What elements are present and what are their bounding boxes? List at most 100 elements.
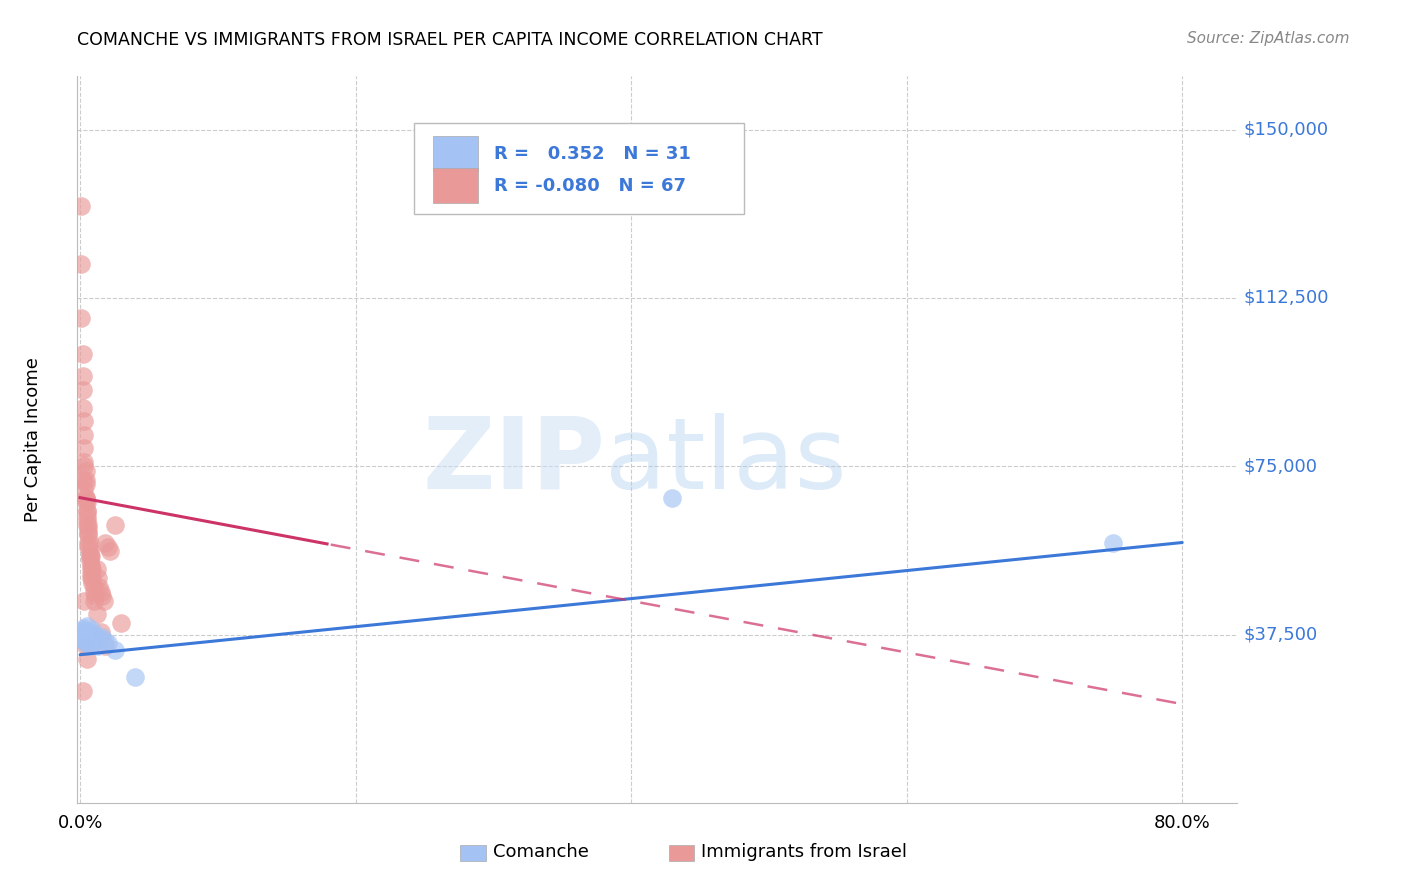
Point <box>91 590 114 604</box>
Point <box>75 625 97 640</box>
Point <box>75 495 97 509</box>
Point <box>124 670 146 684</box>
Point <box>82 623 104 637</box>
Point <box>83 594 105 608</box>
Point <box>75 491 97 505</box>
Point <box>75 464 97 478</box>
Point <box>72 623 94 637</box>
Point <box>73 442 96 456</box>
Point <box>73 621 96 635</box>
Text: Per Capita Income: Per Capita Income <box>24 357 42 522</box>
Point <box>77 627 100 641</box>
Point <box>75 491 97 505</box>
Point <box>94 535 117 549</box>
Point <box>77 517 100 532</box>
Point <box>83 585 105 599</box>
Point <box>72 683 94 698</box>
Text: ZIP: ZIP <box>422 413 605 509</box>
Point <box>76 652 98 666</box>
Point <box>83 627 105 641</box>
Point <box>77 540 100 554</box>
Point <box>76 618 98 632</box>
Point <box>73 482 96 496</box>
Point <box>72 347 94 361</box>
Point <box>83 634 105 648</box>
Point <box>83 581 105 595</box>
Point <box>73 594 96 608</box>
Point <box>70 311 93 326</box>
Point <box>77 522 100 536</box>
Point <box>76 504 98 518</box>
Point <box>73 455 96 469</box>
Point <box>90 632 112 646</box>
Point <box>79 625 101 640</box>
Point <box>75 473 97 487</box>
Point <box>80 630 103 644</box>
Point <box>75 636 97 650</box>
Point <box>73 459 96 474</box>
Point <box>91 630 114 644</box>
Point <box>77 526 100 541</box>
Point <box>75 639 97 653</box>
Point <box>93 594 115 608</box>
Text: $37,500: $37,500 <box>1243 625 1317 643</box>
Point <box>77 634 100 648</box>
Point <box>1102 535 1125 549</box>
Point <box>97 636 120 650</box>
Point <box>73 634 96 648</box>
Point <box>72 632 94 646</box>
Point <box>76 504 98 518</box>
Point <box>94 639 117 653</box>
Text: COMANCHE VS IMMIGRANTS FROM ISRAEL PER CAPITA INCOME CORRELATION CHART: COMANCHE VS IMMIGRANTS FROM ISRAEL PER C… <box>77 31 823 49</box>
Text: R = -0.080   N = 67: R = -0.080 N = 67 <box>494 177 686 194</box>
Point <box>86 607 108 622</box>
Point <box>80 558 103 572</box>
Point <box>79 535 101 549</box>
Point <box>80 571 103 585</box>
Bar <box>460 845 485 861</box>
Text: R =   0.352   N = 31: R = 0.352 N = 31 <box>494 145 690 162</box>
Point <box>72 369 94 384</box>
Point <box>97 540 120 554</box>
Point <box>84 634 107 648</box>
Point <box>72 401 94 415</box>
Point <box>82 571 104 585</box>
Bar <box>433 169 478 203</box>
Point <box>79 549 101 563</box>
Point <box>76 508 98 523</box>
FancyBboxPatch shape <box>413 123 744 214</box>
Text: $112,500: $112,500 <box>1243 289 1329 307</box>
Point <box>76 632 98 646</box>
Point <box>73 427 96 442</box>
Point <box>79 549 101 563</box>
Point <box>86 630 108 644</box>
Point <box>90 625 112 640</box>
Point <box>89 581 111 595</box>
Point <box>86 562 108 576</box>
Point <box>80 566 103 581</box>
Point <box>87 571 110 585</box>
Point <box>79 639 101 653</box>
Point <box>75 477 97 491</box>
Point <box>79 544 101 558</box>
Point <box>73 627 96 641</box>
Point <box>70 630 93 644</box>
Point <box>103 517 125 532</box>
Point <box>80 549 103 563</box>
Point <box>80 562 103 576</box>
Point <box>84 590 107 604</box>
Point <box>77 526 100 541</box>
Point <box>94 634 117 648</box>
Point <box>76 495 98 509</box>
Point <box>76 517 98 532</box>
Point <box>661 491 683 505</box>
Text: Comanche: Comanche <box>492 843 589 862</box>
Text: $150,000: $150,000 <box>1243 120 1329 138</box>
Point <box>76 630 98 644</box>
Bar <box>669 845 695 861</box>
Point <box>70 257 93 271</box>
Point <box>77 535 100 549</box>
Point <box>72 473 94 487</box>
Point <box>110 616 132 631</box>
Point <box>82 562 104 576</box>
